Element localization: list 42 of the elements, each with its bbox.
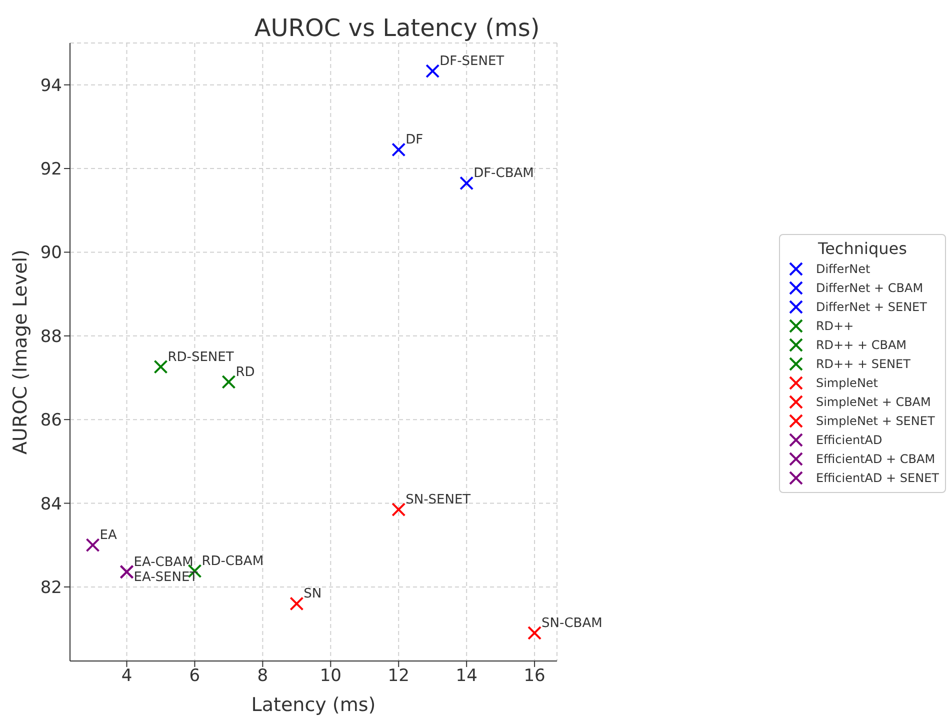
y-tick-label: 84 bbox=[40, 494, 62, 514]
annotation: DF-SENET bbox=[440, 54, 504, 70]
x-tick-label: 8 bbox=[257, 666, 268, 686]
annotation: RD-SENET bbox=[168, 350, 234, 365]
annotation: DF-CBAM bbox=[474, 166, 534, 182]
legend-label: SimpleNet bbox=[816, 376, 878, 390]
legend-label: RD++ bbox=[816, 319, 854, 333]
annotation: EA-SENET bbox=[134, 570, 198, 585]
legend-label: RD++ + SENET bbox=[816, 357, 910, 371]
annotation: DF bbox=[406, 132, 424, 148]
legend-label: EfficientAD bbox=[816, 433, 882, 447]
legend-label: DifferNet + SENET bbox=[816, 300, 927, 314]
annotation: EA-CBAM bbox=[134, 554, 194, 570]
x-tick-label: 10 bbox=[320, 666, 342, 686]
legend-label: DifferNet bbox=[816, 262, 870, 276]
legend-label: SimpleNet + SENET bbox=[816, 414, 935, 428]
chart-title: AUROC vs Latency (ms) bbox=[253, 14, 541, 42]
annotation: SN-CBAM bbox=[542, 616, 602, 631]
legend-label: DifferNet + CBAM bbox=[816, 281, 924, 295]
legend-label: RD++ + CBAM bbox=[816, 338, 907, 352]
annotation: RD bbox=[236, 364, 255, 380]
y-axis-title: AUROC (Image Level) bbox=[10, 250, 32, 454]
y-tick-label: 92 bbox=[40, 160, 62, 180]
x-tick-label: 4 bbox=[121, 666, 132, 686]
y-tick-label: 88 bbox=[40, 326, 62, 347]
y-tick-label: 94 bbox=[40, 76, 62, 96]
annotation: SN bbox=[304, 586, 322, 602]
legend-title: Techniques bbox=[817, 238, 908, 258]
x-tick-label: 6 bbox=[189, 666, 200, 686]
y-tick-label: 82 bbox=[40, 578, 62, 598]
annotation: RD-CBAM bbox=[202, 554, 264, 570]
legend-label: SimpleNet + CBAM bbox=[816, 395, 931, 409]
annotation: SN-SENET bbox=[406, 492, 471, 508]
legend-label: EfficientAD + CBAM bbox=[816, 452, 936, 466]
y-tick-label: 86 bbox=[40, 410, 62, 431]
x-tick-label: 14 bbox=[456, 666, 478, 686]
y-tick-label: 90 bbox=[40, 243, 62, 264]
x-axis-title: Latency (ms) bbox=[251, 694, 376, 716]
legend-label: EfficientAD + SENET bbox=[816, 471, 939, 485]
annotation: EA bbox=[100, 528, 117, 544]
x-tick-label: 12 bbox=[388, 666, 410, 686]
x-tick-label: 16 bbox=[524, 666, 546, 686]
